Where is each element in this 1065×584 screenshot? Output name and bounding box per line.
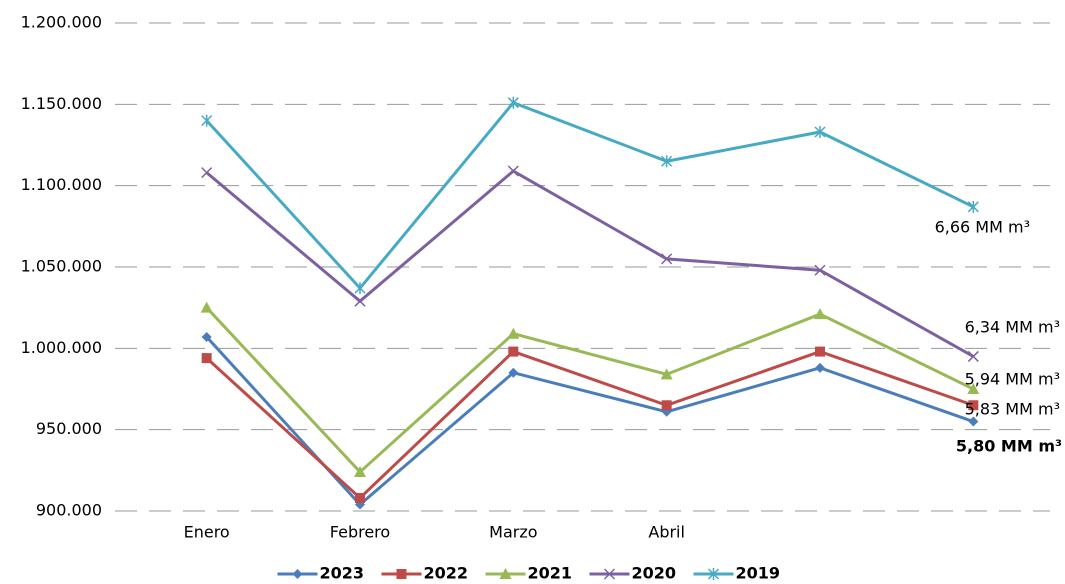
legend-marker	[396, 569, 407, 579]
marker	[354, 282, 366, 295]
point	[660, 368, 673, 380]
marker	[508, 367, 519, 378]
y-tick-label: 1.150.000	[21, 94, 102, 113]
annotation: 5,83 MM m³	[965, 400, 1060, 419]
point	[968, 416, 979, 427]
y-tick-label: 1.100.000	[21, 175, 102, 194]
series-line	[205, 169, 975, 358]
point	[661, 253, 673, 265]
point	[814, 308, 826, 320]
point	[201, 353, 212, 364]
legend-label: 2019	[736, 564, 781, 583]
marker	[815, 362, 825, 373]
marker	[354, 465, 366, 477]
point	[507, 327, 520, 339]
marker	[815, 346, 825, 357]
y-tick-label: 1.050.000	[21, 257, 102, 276]
marker	[201, 167, 213, 179]
point	[661, 155, 673, 168]
series-line	[205, 100, 974, 291]
marker	[200, 301, 213, 313]
marker	[499, 568, 512, 579]
marker	[814, 264, 826, 276]
point	[354, 282, 366, 295]
marker	[201, 331, 212, 342]
legend: 2023 2022 2021 2020 2019	[277, 564, 781, 583]
marker	[661, 253, 673, 265]
y-tick-label: 950.000	[36, 419, 102, 438]
point	[815, 346, 825, 357]
legend-marker	[707, 568, 720, 580]
point	[355, 492, 365, 503]
point	[507, 165, 519, 177]
annotation: 5,94 MM m³	[965, 370, 1060, 389]
series-line	[205, 335, 974, 507]
annotation: 6,66 MM m³	[935, 218, 1030, 237]
x-tick-label: Marzo	[489, 523, 537, 542]
legend-label: 2023	[320, 564, 365, 583]
point	[814, 125, 826, 138]
point	[661, 400, 672, 411]
legend-marker	[603, 568, 616, 580]
marker	[661, 400, 672, 411]
legend-marker	[292, 569, 303, 579]
marker	[201, 114, 213, 127]
marker	[201, 353, 212, 364]
point	[354, 295, 366, 307]
point	[200, 301, 213, 313]
marker	[507, 327, 520, 339]
point	[967, 200, 979, 213]
marker	[967, 350, 979, 362]
point	[967, 383, 980, 394]
marker	[508, 346, 519, 357]
series-line	[205, 306, 974, 475]
y-tick-label: 1.000.000	[21, 338, 102, 357]
point	[507, 96, 519, 109]
legend-label: 2020	[632, 564, 677, 583]
marker	[814, 308, 826, 320]
y-tick-label: 1.200.000	[21, 13, 102, 32]
marker	[707, 568, 720, 580]
legend-marker	[499, 568, 512, 579]
x-tick-label: Abril	[648, 523, 685, 542]
marker	[967, 200, 979, 213]
x-tick-label: Febrero	[330, 523, 390, 542]
point	[814, 264, 826, 276]
marker	[396, 569, 407, 579]
point	[201, 114, 213, 127]
annotation: 6,34 MM m³	[965, 318, 1060, 337]
marker	[968, 400, 979, 411]
marker	[354, 295, 366, 307]
marker	[507, 96, 519, 109]
point	[967, 350, 979, 362]
marker	[355, 492, 365, 503]
point	[201, 167, 213, 179]
point	[354, 465, 366, 477]
legend-label: 2021	[528, 564, 573, 583]
marker	[967, 383, 980, 394]
series-line	[205, 349, 974, 501]
marker	[507, 165, 519, 177]
marker	[292, 569, 303, 579]
point	[968, 400, 979, 411]
marker	[968, 416, 979, 427]
marker	[603, 568, 616, 580]
x-tick-label: Enero	[184, 523, 230, 542]
annotation: 5,80 MM m³	[956, 437, 1062, 456]
y-tick-label: 900.000	[36, 501, 102, 520]
point	[508, 346, 519, 357]
marker	[814, 125, 826, 138]
point	[815, 362, 825, 373]
point	[508, 367, 519, 378]
point	[201, 331, 212, 342]
marker	[660, 368, 673, 380]
legend-label: 2022	[424, 564, 469, 583]
marker	[661, 155, 673, 168]
